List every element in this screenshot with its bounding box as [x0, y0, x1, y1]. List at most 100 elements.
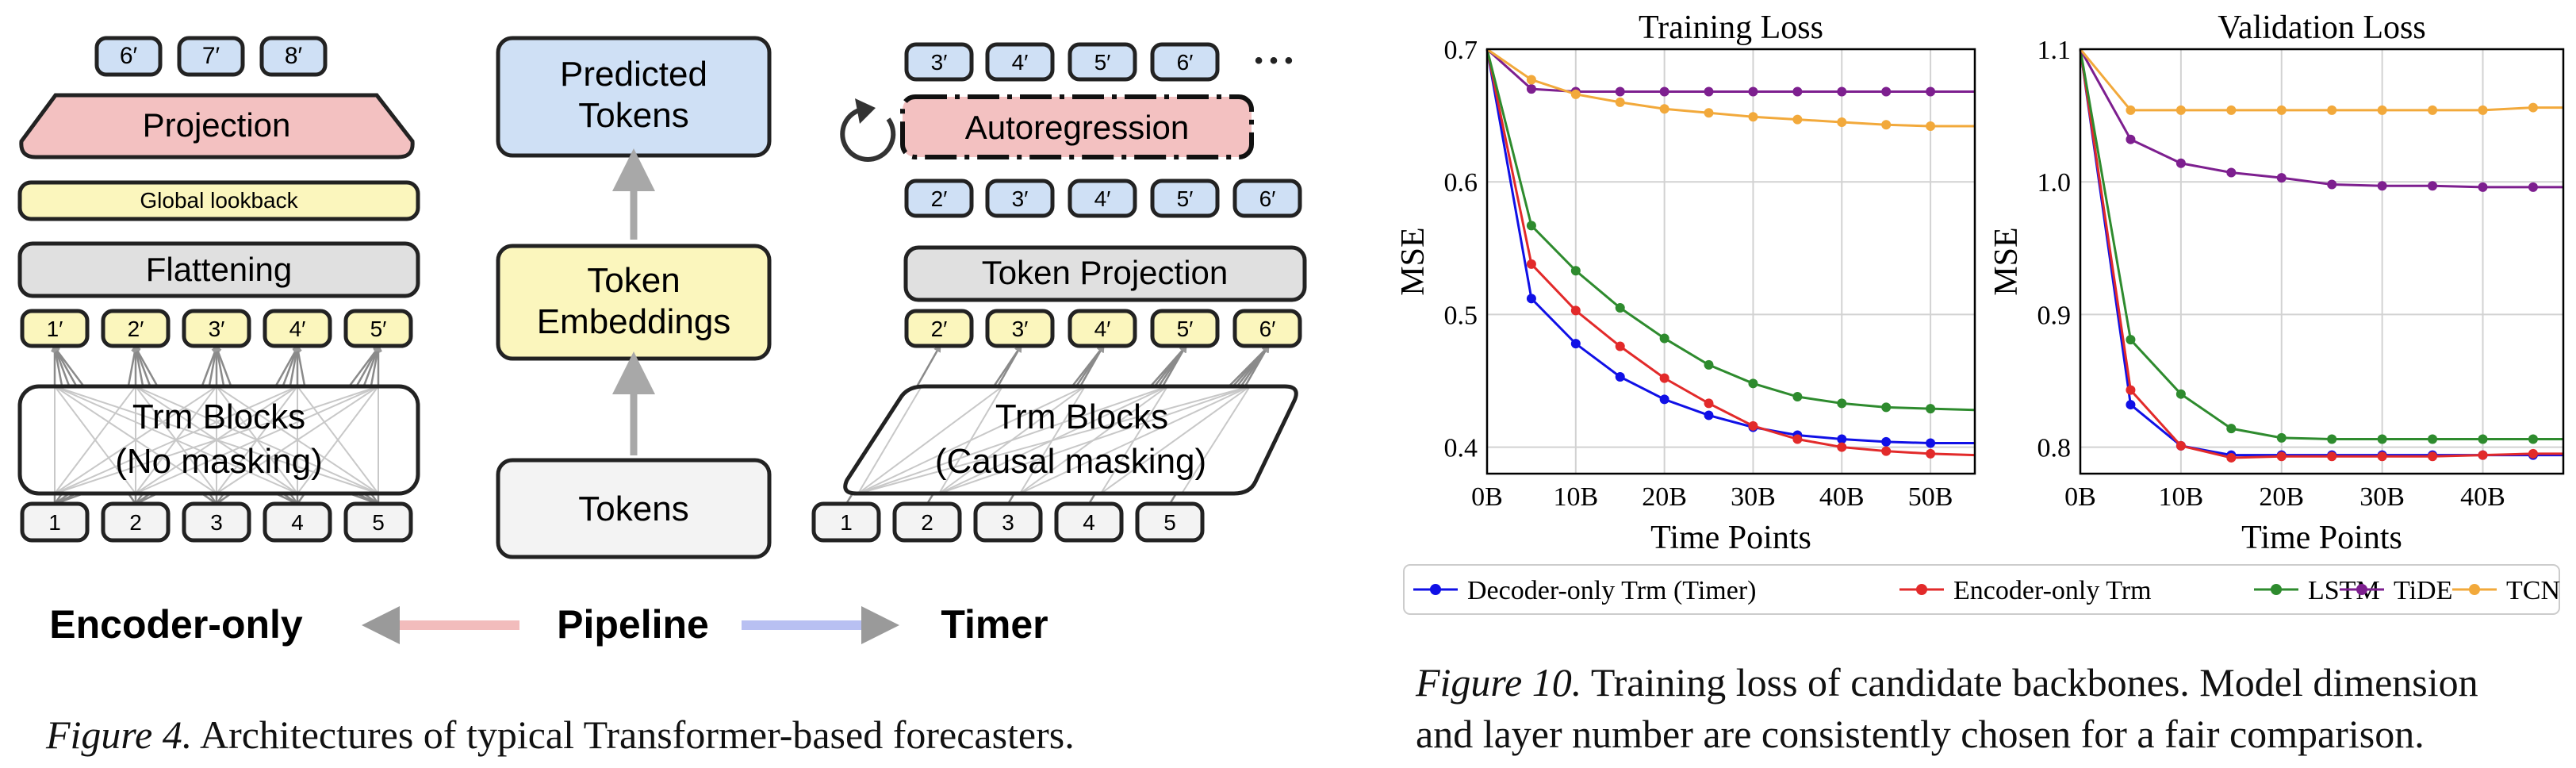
data-point [2478, 105, 2488, 115]
data-point [1659, 394, 1669, 405]
y-tick-label: 0.9 [2037, 301, 2072, 330]
legend-label: TCN [2506, 576, 2560, 605]
legend-swatch-marker [1916, 584, 1927, 595]
data-point [1881, 402, 1892, 413]
figure10-caption-label: Figure 10. [1416, 660, 1582, 705]
data-point [2377, 181, 2387, 191]
timer-output-token: 4′ [985, 42, 1055, 82]
pipeline-title: Pipeline [557, 602, 709, 647]
causal-attention-line [857, 386, 1003, 494]
timer-connection-lines [845, 344, 1271, 505]
data-point [1615, 341, 1625, 351]
data-point [1881, 436, 1892, 447]
data-point [1881, 120, 1892, 130]
causal-attention-line [1100, 386, 1251, 494]
data-point [2226, 167, 2237, 178]
encoder-token-label: 5′ [370, 317, 387, 341]
encoder-output-token: 8′ [285, 43, 303, 69]
encoder-input-token: 1 [20, 501, 90, 543]
data-point [1615, 303, 1625, 313]
data-point [1792, 434, 1803, 444]
data-point [2327, 179, 2337, 190]
data-point [2478, 450, 2488, 460]
x-axis-label: Time Points [1650, 520, 1811, 556]
data-point [2276, 173, 2287, 183]
series-1 [2079, 48, 2563, 463]
timer-token-label: 2′ [931, 317, 948, 341]
encoder-input-token-label: 1 [48, 510, 61, 535]
timer-projection-token-label: 3′ [1012, 186, 1029, 211]
encoder-only-title: Encoder-only [49, 602, 303, 647]
attention-line [54, 386, 298, 494]
y-tick-label: 1.1 [2037, 36, 2072, 65]
data-point [2175, 440, 2186, 451]
data-point [1881, 86, 1892, 97]
data-point [1837, 434, 1847, 444]
legend-label: Encoder-only Trm [1953, 576, 2152, 605]
data-point [1659, 104, 1669, 114]
data-point [1792, 392, 1803, 402]
causal-attention-line [938, 386, 1086, 494]
x-tick-label: 20B [2259, 482, 2304, 512]
encoder-only-diagram: 6′ 7′ 8′ Projection Global lookback Flat… [17, 36, 420, 543]
output-connection [370, 344, 381, 387]
timer-projection-token: 2′ [904, 179, 974, 218]
encoder-token: 3′ [182, 309, 251, 348]
encoder-input-token: 5 [343, 501, 413, 543]
projection-block: Projection [19, 93, 415, 159]
x-tick-label: 0B [1471, 482, 1503, 512]
encoder-inputs-row: 1 2 3 4 5 [20, 501, 413, 543]
output-connection [214, 344, 232, 387]
data-point [2327, 434, 2337, 444]
output-connection [294, 344, 306, 387]
attention-line [216, 386, 379, 494]
figure10-caption-text: Training loss of candidate backbones. Mo… [1581, 660, 2478, 705]
pipeline-diagram: Predicted Tokens Token Embeddings Tokens [496, 36, 772, 559]
encoder-token: 2′ [101, 309, 171, 348]
data-point [1570, 305, 1581, 316]
timer-input-token: 4 [1054, 501, 1124, 543]
timer-tokens-row: 2′ 3′ 4′ 5′ 6′ [904, 309, 1302, 348]
timer-input-token: 5 [1135, 501, 1205, 543]
data-point [1570, 89, 1581, 99]
attention-line [54, 386, 136, 494]
timer-token-label: 5′ [1177, 317, 1194, 341]
timer-input-token-label: 2 [921, 510, 933, 535]
data-point [2175, 389, 2186, 399]
causal-attention-line [1181, 386, 1251, 494]
data-point [1926, 86, 1936, 97]
timer-output-token: 6′ [1150, 42, 1220, 82]
encoder-input-token: 3 [182, 501, 251, 543]
legend-label: Decoder-only Trm (Timer) [1467, 576, 1757, 605]
causal-attention-line [857, 386, 922, 494]
data-point [2528, 182, 2538, 192]
encoder-attention-lines [54, 386, 379, 494]
data-point [2226, 452, 2237, 463]
x-tick-label: 40B [2460, 482, 2505, 512]
data-point [1526, 221, 1536, 231]
data-point [1926, 121, 1936, 131]
timer-token-label: 3′ [1012, 317, 1029, 341]
encoder-tokens-row: 1′ 2′ 3′ 4′ 5′ [20, 309, 413, 348]
data-point [1659, 86, 1669, 97]
timer-projection-token-label: 2′ [931, 186, 948, 211]
timer-attention-lines [857, 386, 1251, 494]
series-4 [2079, 48, 2563, 115]
x-tick-label: 30B [1731, 482, 1776, 512]
figure10-caption-line2: and layer number are consistently chosen… [1416, 712, 2425, 756]
timer-projection-token: 5′ [1150, 179, 1220, 218]
encoder-input-token-label: 4 [291, 510, 304, 535]
x-tick-label: 50B [1908, 482, 1953, 512]
timer-projection-token: 3′ [985, 179, 1055, 218]
data-point [1704, 108, 1714, 118]
encoder-token-label: 3′ [209, 317, 225, 341]
timer-output-token-label: 4′ [1012, 50, 1029, 75]
attention-line [297, 386, 379, 494]
x-axis-label: Time Points [2241, 520, 2402, 556]
data-point [2276, 432, 2287, 443]
attention-line [135, 386, 379, 494]
training-loss-chart: 0.4 0.5 0.6 0.7 0B 10B 20B 30B 40B 50B Training Lo… [1395, 10, 1976, 556]
encoder-input-token-label: 5 [372, 510, 385, 535]
data-point [2377, 434, 2387, 444]
